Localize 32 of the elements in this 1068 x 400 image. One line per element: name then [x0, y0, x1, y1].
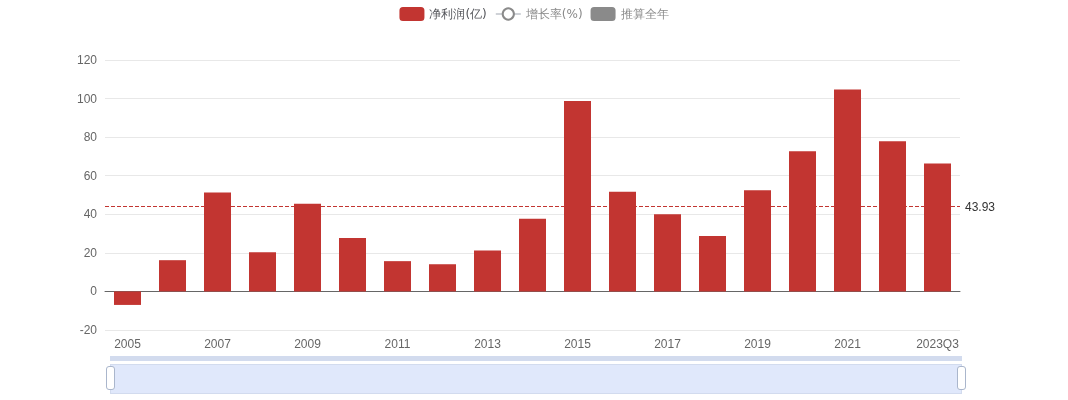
- legend-label: 推算全年: [620, 7, 669, 21]
- bar: [699, 236, 726, 292]
- x-tick-label: 2021: [834, 337, 862, 351]
- x-tick-label: 2017: [654, 337, 682, 351]
- ref-line-label: 43.93: [965, 199, 996, 214]
- y-tick-label: 0: [90, 284, 98, 299]
- y-tick-label: 120: [76, 53, 98, 67]
- bar: [159, 260, 186, 292]
- x-tick-label: 2007: [204, 337, 232, 351]
- x-tick-label: 2019: [744, 337, 772, 351]
- x-tick-label: 2015: [564, 337, 592, 351]
- bar: [114, 291, 141, 305]
- y-tick-label: 40: [83, 207, 98, 222]
- x-tick-label: 2023Q3: [916, 337, 960, 351]
- x-tick-label: 2011: [384, 337, 411, 351]
- legend-label: 增长率(%): [524, 7, 583, 21]
- y-tick-label: -20: [79, 323, 98, 337]
- bar: [384, 261, 411, 292]
- x-tick-label: 2009: [294, 337, 322, 351]
- bar: [474, 250, 501, 292]
- y-tick-label: 100: [76, 91, 98, 106]
- bar: [249, 252, 276, 292]
- legend-label: 净利润(亿): [429, 7, 487, 21]
- y-tick-label: 60: [83, 168, 98, 183]
- bar: [654, 214, 681, 292]
- bar: [519, 218, 546, 292]
- x-tick-label: 2005: [114, 337, 142, 351]
- x-tick-label: 2013: [474, 337, 502, 351]
- y-tick-label: 20: [83, 245, 98, 260]
- bar: [339, 238, 366, 292]
- bar: [429, 264, 456, 292]
- y-tick-label: 80: [83, 130, 98, 145]
